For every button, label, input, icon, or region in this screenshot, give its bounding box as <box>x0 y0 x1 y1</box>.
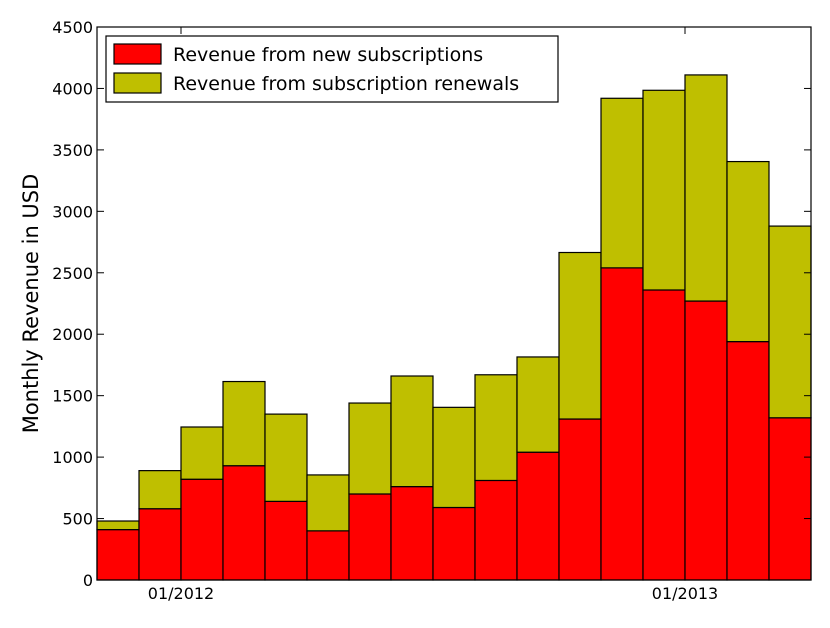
legend-swatch-new-subscriptions <box>113 43 162 65</box>
bar-new-subscriptions-7 <box>390 486 434 581</box>
plot-frame <box>96 26 812 581</box>
bar-new-subscriptions-3 <box>222 465 266 581</box>
y-tick-label: 1000 <box>52 448 93 467</box>
bar-renewals-7 <box>390 375 434 488</box>
legend-label-renewals: Revenue from subscription renewals <box>173 73 519 95</box>
y-tick-label: 1500 <box>52 387 93 406</box>
bar-new-subscriptions-12 <box>600 267 644 581</box>
bar-new-subscriptions-2 <box>180 478 224 581</box>
bar-renewals-15 <box>726 160 770 343</box>
axes: 0 500 1000 1500 2000 2500 3000 3500 4000 4500 01/2… <box>19 18 812 603</box>
bar-new-subscriptions-1 <box>138 508 182 581</box>
bar-renewals-0 <box>96 520 140 531</box>
y-tick-label: 0 <box>83 571 93 590</box>
bar-new-subscriptions-15 <box>726 340 770 581</box>
bar-new-subscriptions-9 <box>474 479 518 581</box>
bar-renewals-13 <box>642 89 686 291</box>
x-tick-label: 01/2013 <box>652 584 718 603</box>
bar-renewals-11 <box>558 251 602 420</box>
bar-new-subscriptions-13 <box>642 289 686 581</box>
bar-renewals-4 <box>264 413 308 502</box>
bar-renewals-5 <box>306 474 350 532</box>
bar-renewals-1 <box>138 470 182 510</box>
bar-renewals-9 <box>474 374 518 482</box>
legend: Revenue from new subscriptions Revenue fr… <box>105 35 559 103</box>
y-axis-label: Monthly Revenue in USD <box>19 174 43 434</box>
y-tick-label: 4500 <box>52 18 93 37</box>
bar-renewals-14 <box>684 74 728 302</box>
y-tick-label: 2500 <box>52 264 93 283</box>
bar-new-subscriptions-16 <box>768 417 812 581</box>
legend-label-new-subscriptions: Revenue from new subscriptions <box>173 44 483 66</box>
bar-renewals-8 <box>432 406 476 509</box>
y-tick-label: 3000 <box>52 202 93 221</box>
bar-new-subscriptions-6 <box>348 493 392 581</box>
y-tick-label: 4000 <box>52 79 93 98</box>
bar-renewals-3 <box>222 380 266 467</box>
bar-renewals-12 <box>600 97 644 269</box>
bar-new-subscriptions-8 <box>432 506 476 581</box>
legend-swatch-renewals <box>113 72 162 94</box>
bar-renewals-10 <box>516 356 560 453</box>
bar-new-subscriptions-0 <box>96 529 140 581</box>
x-tick-label: 01/2012 <box>148 584 214 603</box>
y-tick-label: 2000 <box>52 325 93 344</box>
bar-renewals-16 <box>768 225 812 419</box>
bar-new-subscriptions-14 <box>684 300 728 581</box>
bar-new-subscriptions-10 <box>516 451 560 581</box>
bar-renewals-6 <box>348 402 392 495</box>
bar-renewals-2 <box>180 426 224 480</box>
legend-box <box>105 35 559 103</box>
bars <box>96 74 812 581</box>
bar-new-subscriptions-4 <box>264 500 308 581</box>
y-tick-label: 3500 <box>52 141 93 160</box>
bar-new-subscriptions-11 <box>558 418 602 581</box>
y-tick-label: 500 <box>62 510 93 529</box>
bar-new-subscriptions-5 <box>306 530 350 581</box>
